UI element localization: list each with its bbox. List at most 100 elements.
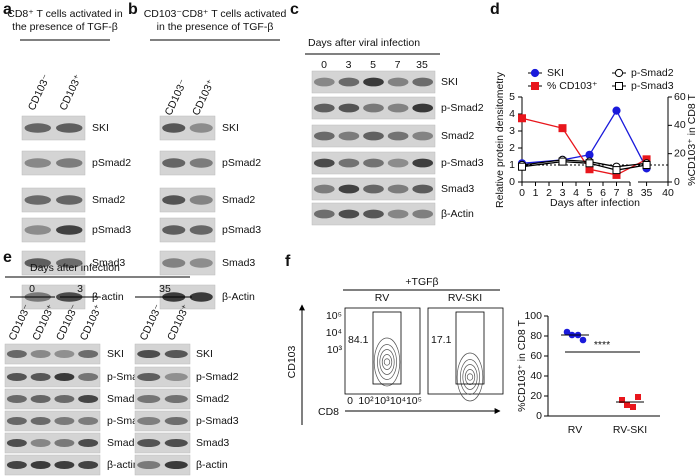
blot-band	[78, 395, 99, 403]
y2-tick-label: 60	[674, 91, 686, 103]
blot-row-label: pSmad3	[222, 224, 261, 236]
point	[579, 336, 587, 344]
legend-label: p-Smad3	[631, 80, 674, 92]
blot-band	[162, 158, 186, 168]
blot-band	[137, 395, 161, 403]
blot-band	[6, 461, 27, 469]
blot-row-label: β-actin	[196, 459, 228, 471]
x-tick-label: 6	[600, 187, 606, 199]
blot-band	[189, 258, 213, 268]
x-tick-label: 3	[560, 187, 566, 199]
y-tick-label: 1	[509, 159, 515, 171]
y-tick-label: 3	[509, 125, 515, 137]
blot-band	[363, 131, 384, 141]
blot-band	[162, 195, 186, 205]
blot-band	[313, 158, 335, 168]
y2-tick-label: 20	[674, 147, 686, 159]
series-line	[521, 117, 647, 176]
blot-band	[189, 292, 213, 302]
blot-strip	[4, 454, 101, 476]
lane-label: CD103⁺	[57, 72, 84, 112]
marker	[530, 68, 540, 78]
blot-band	[30, 350, 51, 358]
y-tick-label: 40	[530, 370, 542, 382]
x-tick-label: 1	[533, 187, 539, 199]
y-axis-title: Relative protein densitometry	[494, 71, 506, 208]
blot-band	[78, 417, 99, 425]
blot-band	[412, 131, 434, 141]
panel-letter: c	[290, 1, 299, 18]
blot-band	[313, 103, 335, 113]
series-line	[521, 109, 648, 169]
flow-x-tick: 10⁵	[406, 395, 422, 407]
panel-letter: d	[490, 1, 500, 18]
flow-x-tick: 0	[347, 395, 353, 407]
blot-band	[412, 103, 434, 113]
panel-letter: a	[3, 1, 12, 18]
blot-band	[56, 158, 83, 168]
x-tick-label: 35	[641, 187, 653, 199]
blot-band	[313, 184, 335, 194]
marker	[642, 161, 651, 169]
blot-band	[54, 350, 75, 358]
contour	[383, 358, 391, 366]
blot-band	[56, 258, 83, 268]
blot-band	[24, 123, 51, 133]
contour	[462, 364, 478, 390]
blot-band	[137, 350, 161, 358]
contour	[464, 369, 476, 385]
blot-band	[164, 350, 188, 358]
blot-strip	[134, 388, 191, 410]
blot-band	[412, 184, 434, 194]
blot-row-label: Smad3	[92, 257, 125, 269]
blot-band	[338, 209, 360, 219]
contour	[379, 349, 395, 375]
blot-row-label: p-Smad2	[441, 102, 484, 114]
blot-band	[54, 461, 75, 469]
flow-plot-frame	[427, 307, 504, 395]
blot-band	[189, 158, 213, 168]
plot-title: RV	[375, 292, 389, 304]
y2-tick-label: 0	[674, 176, 680, 188]
y2-tick-label: 40	[674, 119, 686, 131]
blot-band	[54, 417, 75, 425]
marker	[518, 114, 526, 123]
x-tick-label: RV-SKI	[613, 424, 647, 436]
blot-band	[54, 395, 75, 403]
blot-band	[137, 417, 161, 425]
blot-strip	[159, 250, 216, 276]
blot-band	[363, 184, 384, 194]
contour	[460, 359, 480, 395]
blot-band	[164, 461, 188, 469]
gate-percentage: 84.1	[348, 334, 369, 346]
blot-strip	[4, 432, 101, 454]
blot-band	[313, 77, 335, 87]
blot-row-label: β-actin	[107, 459, 139, 471]
legend-label: SKI	[547, 67, 564, 79]
y-axis-title: %CD103⁺ in CD8 T	[516, 320, 528, 412]
blot-band	[30, 461, 51, 469]
blot-band	[387, 77, 409, 87]
blot-strip	[134, 432, 191, 454]
panel-letter: b	[128, 1, 138, 18]
blot-row-label: SKI	[222, 122, 239, 134]
blot-row-label: β-Actin	[222, 291, 255, 303]
contour	[377, 344, 397, 380]
blot-band	[78, 350, 99, 358]
blot-band	[54, 439, 75, 447]
blot-strip	[4, 366, 101, 388]
flow-x-tick: 10⁴	[390, 395, 406, 407]
blot-band	[387, 103, 409, 113]
marker	[615, 82, 623, 90]
blot-row-label: Smad2	[196, 393, 229, 405]
blot-band	[56, 123, 83, 133]
blot-band	[78, 461, 99, 469]
blot-band	[30, 439, 51, 447]
contour	[456, 352, 484, 402]
blot-row-label: SKI	[196, 348, 213, 360]
blot-band	[78, 439, 99, 447]
gate	[372, 311, 402, 385]
blot-band	[189, 225, 213, 235]
marker	[612, 106, 621, 115]
blot-band	[363, 209, 384, 219]
